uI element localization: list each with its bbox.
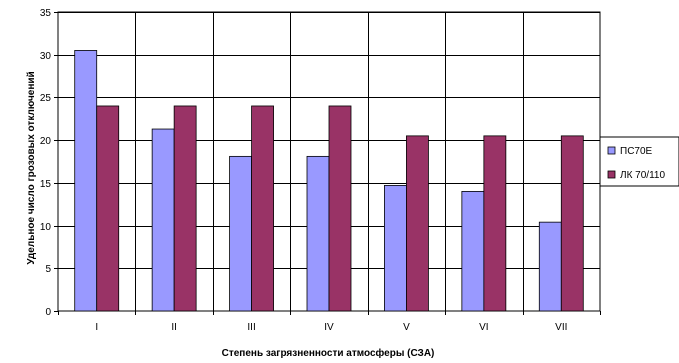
y-axis-title: Удельное число грозовых отключений xyxy=(26,71,37,264)
x-tick-label: VII xyxy=(555,322,567,333)
x-tick-label: I xyxy=(95,322,98,333)
y-tick-label: 30 xyxy=(40,51,52,62)
y-tick-label: 10 xyxy=(40,222,52,233)
y-tick-label: 0 xyxy=(45,307,51,318)
x-tick-label: II xyxy=(171,322,177,333)
x-tick-label: IV xyxy=(324,322,334,333)
bar-series-2-III xyxy=(251,105,274,312)
bar-series-2-II xyxy=(173,105,197,312)
legend: ПС70Е ЛК 70/110 xyxy=(599,136,679,187)
legend-swatch xyxy=(607,146,616,155)
axes xyxy=(54,12,601,315)
bar-series-1-V xyxy=(384,185,407,312)
y-tick-label: 25 xyxy=(40,93,52,104)
bar-series-2-VI xyxy=(483,135,507,312)
x-tick-labels: I II III IV V VI VII xyxy=(95,322,567,333)
bar-series-2-V xyxy=(406,135,429,312)
bar-series-2-VII xyxy=(560,135,584,312)
y-tick-label: 15 xyxy=(40,179,52,190)
x-tick-label: III xyxy=(247,322,255,333)
bar-series-2-I xyxy=(96,105,120,312)
y-tick-label: 35 xyxy=(40,8,52,19)
y-tick-labels: 0 5 10 15 20 25 30 35 xyxy=(40,8,52,318)
bar-series-1-VI xyxy=(461,190,485,312)
legend-label: ПС70Е xyxy=(620,146,653,157)
x-tick-label: V xyxy=(403,322,410,333)
x-tick-label: VI xyxy=(479,322,488,333)
bars xyxy=(74,50,584,312)
bar-series-1-II xyxy=(151,128,175,312)
y-tick-label: 5 xyxy=(45,264,51,275)
bar-series-1-I xyxy=(74,50,98,312)
bar-series-1-VII xyxy=(538,221,562,312)
bar-series-2-IV xyxy=(328,105,352,312)
x-axis-title: Степень загрязненности атмосферы (СЗА) xyxy=(222,347,435,359)
y-tick-label: 20 xyxy=(40,136,52,147)
bar-series-1-IV xyxy=(306,155,330,312)
bar-series-1-III xyxy=(229,155,252,312)
legend-swatch xyxy=(607,170,616,179)
legend-label: ЛК 70/110 xyxy=(620,170,665,181)
